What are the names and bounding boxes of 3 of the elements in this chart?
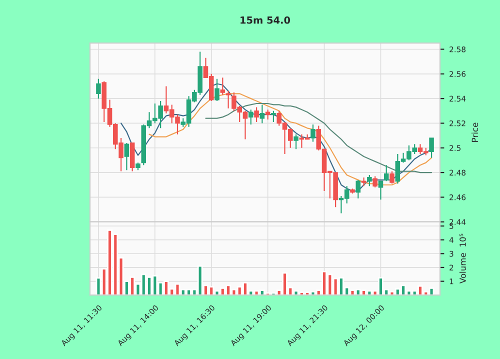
y-axis-title: Price	[472, 122, 478, 142]
chart-title: 15m 54.0	[240, 16, 290, 24]
y-axis-title: Volume 10⁵	[459, 234, 466, 284]
